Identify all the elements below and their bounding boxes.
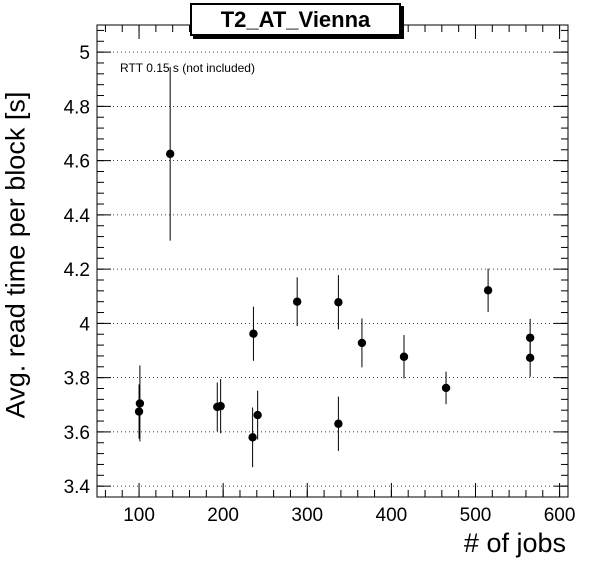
data-point [135,399,145,408]
data-point [525,353,535,363]
y-tick-label: 3.6 [64,423,90,444]
x-tick-label: 400 [376,505,408,526]
data-point [248,433,257,442]
x-tick-label: 500 [460,505,492,526]
y-tick-label: 4 [79,314,90,335]
y-axis-label: Avg. read time per block [s] [0,91,31,419]
data-point [134,407,144,416]
plot-frame [96,24,569,498]
data-point [216,401,225,411]
x-tick-label: 200 [207,505,239,526]
data-point [334,298,343,307]
data-point [399,352,409,361]
annotation: RTT 0.15 s (not included) [120,61,255,75]
data-point [253,410,262,420]
data-point [165,149,175,159]
y-tick-label: 4.6 [64,152,90,173]
y-tick-label: 4.2 [64,260,90,281]
x-tick-label: 300 [291,505,323,526]
y-tick-label: 3.4 [64,477,91,498]
data-point [357,338,367,348]
data-point [249,329,258,338]
data-point [525,333,535,342]
x-tick-label: 600 [544,505,576,526]
data-point [483,286,493,295]
y-tick-label: 5 [79,43,90,64]
data-point [292,297,302,306]
data-point [334,419,343,428]
data-point [441,383,451,393]
x-tick-label: 100 [123,505,155,526]
chart-title: T2_AT_Vienna [190,3,401,36]
y-tick-label: 4.8 [64,97,90,118]
x-axis-label: # of jobs [463,528,566,558]
y-tick-label: 4.4 [64,206,91,227]
y-tick-label: 3.8 [64,369,90,390]
